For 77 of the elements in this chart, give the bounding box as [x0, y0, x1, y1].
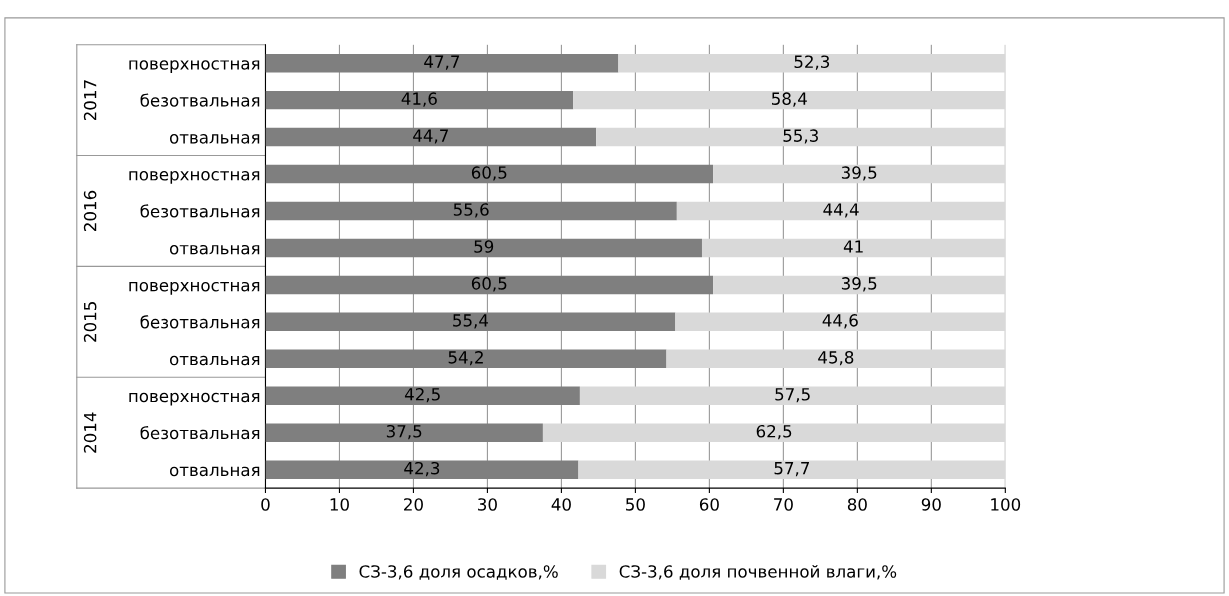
bar — [265, 90, 574, 110]
data-label: 57,5 — [775, 388, 810, 403]
y-tick-label: поверхностная — [129, 281, 260, 295]
bar — [701, 238, 1006, 258]
bar — [596, 127, 1006, 147]
y-tick-label: безотвальная — [140, 93, 260, 107]
bar — [265, 460, 579, 479]
data-label: 41,6 — [401, 92, 437, 107]
bar — [265, 127, 597, 147]
data-label: 39,5 — [841, 277, 877, 292]
bar — [579, 386, 1006, 405]
bar — [265, 238, 702, 258]
text: 2017 — [83, 80, 97, 121]
data-label: 44,7 — [413, 129, 448, 144]
x-tick-label: 70 — [774, 498, 793, 511]
x-tick-label: 80 — [847, 498, 867, 511]
bar — [265, 53, 619, 73]
data-label: 59 — [474, 240, 494, 253]
x-tick-label: 50 — [626, 498, 645, 511]
y-tick-label: отвальная — [169, 244, 260, 255]
data-label: 54,2 — [448, 351, 483, 366]
bar — [265, 275, 714, 295]
bar — [676, 201, 1006, 221]
legend-label: СЗ-3,6 доля осадков,% — [359, 565, 558, 580]
y-tick-label: поверхностная — [129, 392, 260, 406]
y-tick-label: безотвальная — [140, 204, 260, 218]
legend-label: СЗ-3,6 доля почвенной влаги,% — [619, 564, 897, 580]
data-label: 58,4 — [772, 92, 807, 107]
data-label: 44,4 — [823, 203, 859, 218]
data-label: 62,5 — [756, 424, 792, 440]
data-label: 42,5 — [404, 387, 440, 403]
data-label: 55,6 — [453, 203, 489, 218]
bar — [666, 349, 1006, 369]
data-label: 57,7 — [774, 462, 809, 477]
y-tick-label: безотвальная — [140, 426, 260, 440]
x-tick-label: 10 — [330, 498, 349, 511]
x-tick-label: 100 — [991, 498, 1021, 511]
bar — [265, 164, 714, 184]
x-tick-label: 40 — [551, 498, 571, 511]
data-label: 55,4 — [453, 314, 489, 329]
data-label: 60,5 — [471, 277, 507, 292]
data-label: 52,3 — [794, 55, 830, 70]
data-label: 42,3 — [404, 461, 440, 477]
data-label: 41 — [843, 240, 863, 253]
y-tick-label: поверхностная — [129, 171, 260, 184]
bar — [542, 423, 1006, 442]
y-tick-label: отвальная — [169, 355, 260, 366]
data-label: 60,5 — [471, 166, 507, 181]
x-tick-label: 30 — [478, 498, 497, 511]
text: 2016 — [83, 190, 97, 231]
x-tick-label: 90 — [921, 498, 941, 511]
bar — [265, 201, 677, 221]
data-label: 44,6 — [822, 314, 858, 329]
bar — [265, 349, 667, 369]
bar — [675, 312, 1006, 332]
y-tick-label: отвальная — [169, 466, 260, 477]
y-tick-label: отвальная — [169, 134, 260, 144]
bar — [618, 53, 1006, 73]
data-label: 55,3 — [783, 129, 818, 144]
data-label: 45,8 — [818, 351, 854, 366]
data-label: 47,7 — [424, 55, 460, 70]
bar — [713, 275, 1006, 295]
bar — [713, 164, 1006, 184]
x-tick-label: 0 — [261, 498, 270, 511]
bar — [265, 423, 543, 442]
x-tick-label: 20 — [404, 498, 423, 511]
y-tick-label: поверхностная — [129, 60, 260, 73]
data-label: 37,5 — [386, 424, 422, 440]
bar — [265, 386, 580, 405]
bar — [265, 312, 676, 332]
bar — [573, 90, 1006, 110]
bar — [578, 460, 1006, 479]
x-tick-label: 60 — [699, 498, 719, 511]
text: 2014 — [83, 412, 97, 453]
text: 2015 — [83, 302, 97, 342]
data-label: 39,5 — [841, 166, 877, 181]
y-tick-label: безотвальная — [140, 315, 260, 329]
